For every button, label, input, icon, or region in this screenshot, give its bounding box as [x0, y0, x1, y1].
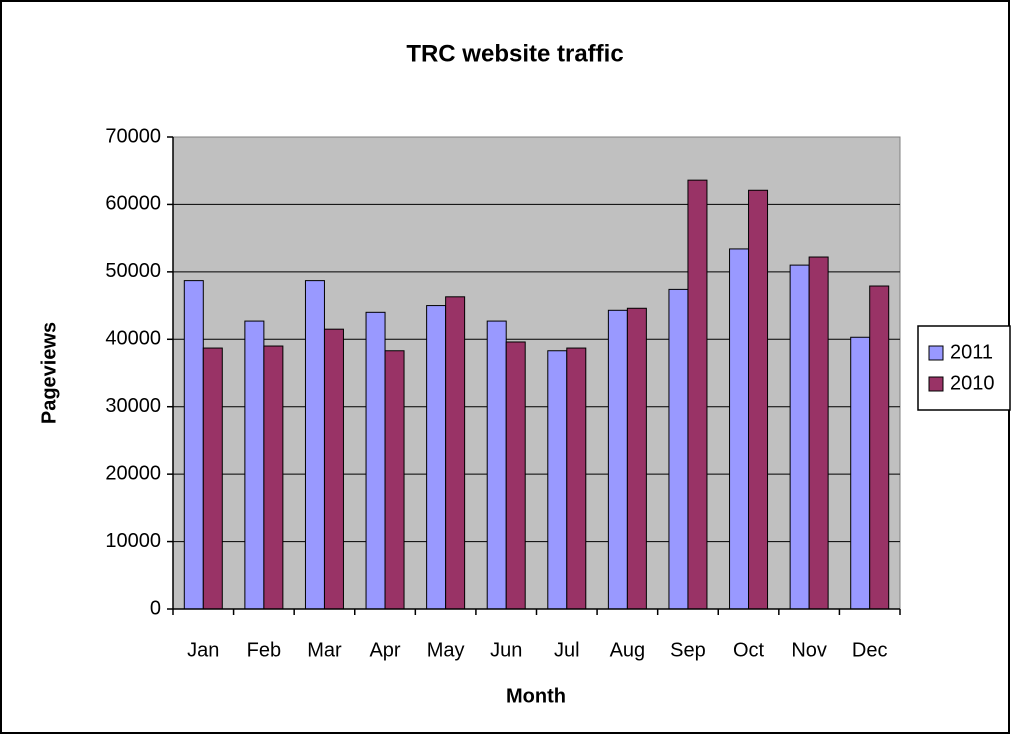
legend-label: 2010	[950, 372, 995, 394]
bar	[789, 264, 810, 610]
bar	[486, 320, 507, 610]
bar	[202, 347, 223, 610]
x-tick-label: Sep	[670, 639, 706, 661]
x-tick-label: Jul	[554, 639, 580, 661]
bar	[687, 179, 708, 610]
x-axis-label: Month	[506, 685, 566, 707]
legend-label: 2011	[950, 341, 993, 363]
bar	[808, 256, 829, 610]
bar	[505, 341, 526, 610]
bar	[668, 288, 689, 610]
bar	[323, 328, 344, 610]
y-tick-label: 60000	[105, 193, 161, 215]
bar	[547, 350, 568, 610]
x-tick-label: May	[427, 639, 465, 661]
plot-area	[172, 136, 901, 610]
bar	[263, 345, 284, 610]
x-tick-label: Aug	[610, 639, 646, 661]
legend-swatch	[928, 376, 944, 392]
bar	[426, 305, 447, 610]
x-tick-label: Apr	[369, 639, 400, 661]
bar	[183, 280, 204, 610]
y-tick-label: 30000	[105, 395, 161, 417]
bar	[850, 336, 871, 610]
bar	[445, 296, 466, 610]
y-tick-label: 50000	[105, 260, 161, 282]
bar	[626, 307, 647, 610]
x-tick-label: Mar	[307, 639, 342, 661]
legend-swatch	[928, 345, 944, 361]
y-tick-label: 40000	[105, 328, 161, 350]
bar	[748, 189, 769, 610]
x-tick-label: Oct	[733, 639, 765, 661]
x-tick-label: Feb	[247, 639, 281, 661]
x-tick-label: Dec	[852, 639, 888, 661]
legend-box	[917, 325, 1011, 411]
bar	[869, 285, 890, 610]
x-tick-label: Jan	[187, 639, 219, 661]
x-tick-label: Nov	[791, 639, 827, 661]
y-tick-label: 70000	[105, 125, 161, 147]
chart-title: TRC website traffic	[406, 40, 623, 67]
y-tick-label: 10000	[105, 530, 161, 552]
bar	[304, 280, 325, 610]
y-tick-label: 0	[150, 597, 161, 619]
y-axis-label: Pageviews	[38, 322, 60, 424]
bar	[729, 248, 750, 610]
bar	[566, 347, 587, 610]
y-tick-label: 20000	[105, 462, 161, 484]
bar	[365, 311, 386, 610]
bar	[384, 350, 405, 610]
bar	[607, 309, 628, 610]
bar	[244, 320, 265, 610]
x-tick-label: Jun	[490, 639, 522, 661]
